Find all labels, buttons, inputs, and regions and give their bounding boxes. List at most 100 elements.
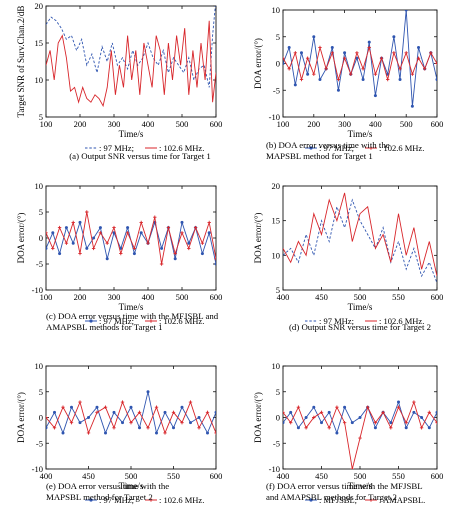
data-point xyxy=(64,241,69,245)
panel-a: 100 200 300 400 500 600 5 10 15 20 Time/s Target SN… xyxy=(16,1,222,161)
data-point xyxy=(283,62,285,65)
x-tick-label: 400 xyxy=(277,471,290,481)
data-point xyxy=(312,35,316,39)
panel-c: 100 200 300 400 500 600 -10 -5 0 5 10 Time/s DOA err… xyxy=(16,181,222,332)
panel-caption: AMAPSBL methods for Target 1 xyxy=(46,322,163,332)
data-point xyxy=(146,390,150,394)
series-line-0 xyxy=(46,391,216,435)
data-point xyxy=(336,77,341,82)
legend-marker xyxy=(369,146,373,150)
x-tick-label: 500 xyxy=(125,471,138,481)
legend-label: : 97 MHz; xyxy=(319,143,354,153)
data-point xyxy=(392,35,396,39)
legend-marker xyxy=(89,319,93,323)
data-point xyxy=(435,410,437,414)
data-point xyxy=(283,410,285,415)
data-point xyxy=(358,416,362,419)
data-point xyxy=(126,226,130,230)
y-tick-label: 10 xyxy=(35,361,44,371)
y-tick-label: 20 xyxy=(272,181,281,191)
data-point xyxy=(435,78,437,82)
y-tick-label: -10 xyxy=(269,112,280,122)
data-point xyxy=(78,421,82,425)
data-point xyxy=(125,231,130,235)
y-axis-label: DOA error/(°) xyxy=(253,213,263,264)
panel-f: 400 450 500 550 600 -10 -5 0 5 10 Time/s DOA error/… xyxy=(253,361,443,505)
legend-marker xyxy=(89,498,93,502)
legend-label: : 97 MHz; xyxy=(99,495,134,505)
data-point xyxy=(46,231,48,235)
data-point xyxy=(410,104,414,108)
y-tick-label: 15 xyxy=(272,216,281,226)
data-point xyxy=(153,215,157,219)
plot-frame xyxy=(282,185,438,291)
x-tick-label: 200 xyxy=(307,119,320,129)
data-point xyxy=(373,420,378,425)
y-axis-label: DOA error/(°) xyxy=(253,392,263,443)
data-point xyxy=(342,420,347,425)
legend-marker xyxy=(149,319,153,323)
data-point xyxy=(173,257,177,261)
data-point xyxy=(137,410,142,415)
data-point xyxy=(132,246,137,251)
data-point xyxy=(91,246,96,251)
data-point xyxy=(163,431,167,435)
y-tick-label: 20 xyxy=(35,1,44,11)
y-axis-label: DOA error/(°) xyxy=(16,213,26,264)
x-tick-label: 550 xyxy=(392,292,405,302)
data-point xyxy=(132,252,136,256)
data-point xyxy=(138,426,141,430)
x-tick-label: 600 xyxy=(210,292,223,302)
legend: : 97 MHz;: 102.6 MHz. xyxy=(85,143,204,153)
y-tick-label: 5 xyxy=(39,112,43,122)
legend: : MFJSBL;: AMAPSBL. xyxy=(305,495,425,505)
data-point xyxy=(46,415,48,420)
data-point xyxy=(304,426,308,430)
x-tick-label: 400 xyxy=(142,292,155,302)
data-point xyxy=(119,251,123,256)
x-tick-label: 450 xyxy=(82,471,95,481)
data-point xyxy=(61,405,65,409)
data-point xyxy=(435,61,437,66)
x-tick-label: 550 xyxy=(392,471,405,481)
data-point xyxy=(171,410,176,415)
y-tick-label: -10 xyxy=(32,285,43,295)
x-tick-label: 300 xyxy=(108,292,121,302)
y-tick-label: -5 xyxy=(273,438,280,448)
series-group xyxy=(283,400,437,469)
data-point xyxy=(160,246,164,250)
data-point xyxy=(180,405,184,409)
plot-frame xyxy=(45,365,217,470)
y-tick-label: 10 xyxy=(35,181,44,191)
data-point xyxy=(98,226,102,230)
data-point xyxy=(396,405,401,409)
x-tick-label: 500 xyxy=(176,292,189,302)
data-point xyxy=(46,426,48,430)
data-point xyxy=(343,405,347,409)
data-point xyxy=(187,246,191,251)
data-point xyxy=(95,405,99,409)
data-point xyxy=(78,400,82,404)
data-point xyxy=(52,426,57,430)
data-point xyxy=(381,410,385,415)
data-point xyxy=(187,241,191,245)
plot-frame xyxy=(45,185,217,291)
x-tick-label: 100 xyxy=(277,119,290,129)
data-point xyxy=(355,56,359,60)
y-tick-label: 10 xyxy=(35,75,44,85)
data-point xyxy=(121,421,124,425)
data-point xyxy=(335,431,339,435)
data-point xyxy=(189,421,192,425)
data-point xyxy=(336,88,340,92)
data-point xyxy=(46,246,48,250)
y-axis-label: DOA error/(°) xyxy=(16,392,26,443)
y-tick-label: 5 xyxy=(276,32,280,42)
x-axis-label: Time/s xyxy=(119,481,144,491)
x-tick-label: 450 xyxy=(315,471,328,481)
data-point xyxy=(327,426,331,430)
data-point xyxy=(389,426,393,430)
x-tick-label: 200 xyxy=(74,119,87,129)
data-point xyxy=(85,246,89,250)
series-group xyxy=(46,6,216,108)
x-tick-label: 550 xyxy=(167,471,180,481)
